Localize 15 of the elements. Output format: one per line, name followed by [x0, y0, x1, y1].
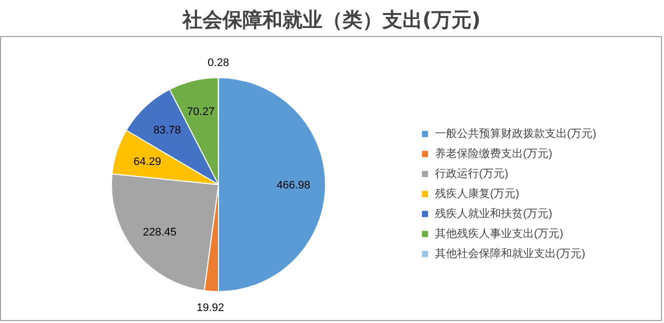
data-label: 64.29: [134, 156, 162, 168]
data-label: 0.28: [208, 56, 230, 69]
legend-label: 其他社会保障和就业支出(万元): [435, 246, 586, 261]
data-label: 70.27: [187, 106, 215, 118]
legend-label: 养老保险缴费支出(万元): [435, 146, 552, 161]
legend-label: 一般公共预算财政拨款支出(万元): [435, 127, 596, 141]
data-label: 83.78: [153, 124, 181, 136]
legend-label: 残疾人康复(万元): [435, 186, 520, 201]
legend-label: 残疾人就业和扶贫(万元): [435, 207, 552, 221]
chart-title: 社会保障和就业（类）支出(万元): [181, 8, 481, 32]
data-label: 228.45: [142, 226, 177, 239]
legend-label: 行政运行(万元): [435, 167, 508, 181]
legend-label: 其他残疾人事业支出(万元): [435, 227, 564, 241]
data-label: 19.92: [196, 302, 224, 314]
data-label: 466.98: [276, 180, 310, 192]
